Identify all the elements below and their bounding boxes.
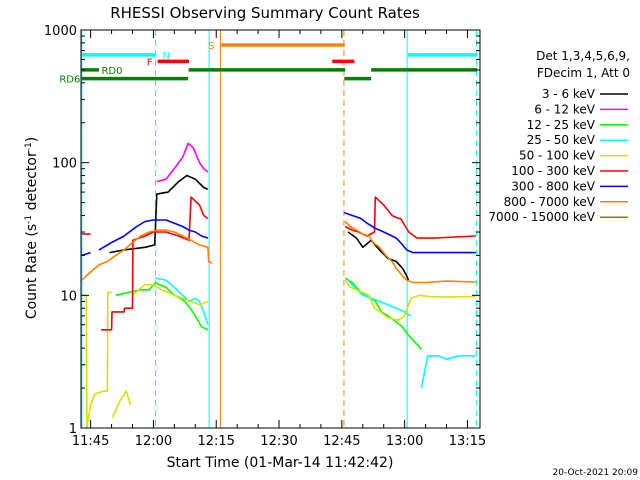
y-label-part-2: detector [24, 151, 40, 215]
series-50-100-kev [131, 283, 209, 306]
axes: 1 10 100 1000 11:45 12:00 12:15 12:30 12:45 13:00… [44, 24, 486, 449]
plot-frame [80, 29, 481, 429]
legend-label-50-100-kev: 50 - 100 keV [519, 149, 596, 163]
series-300-800-kev [344, 211, 476, 254]
series-25-50-kev [155, 277, 209, 326]
y-axis-label: Count Rate (s-1 detector-1) [24, 137, 40, 319]
x-tick-label: 12:15 [197, 434, 234, 449]
x-tick-label: 12:45 [323, 434, 360, 449]
y-tick-label: 10 [60, 289, 77, 304]
series-3-6-kev [109, 174, 209, 254]
legend-label-6-12-kev: 6 - 12 keV [534, 102, 596, 116]
x-tick-label: 12:30 [260, 434, 297, 449]
y-tick-label: 1 [69, 422, 77, 437]
series-50-100-kev [81, 291, 112, 429]
orbit-flags: NF S RD0 RD6 [59, 41, 478, 86]
series-25-50-kev [420, 354, 476, 389]
legend-label-300-800-kev: 300 - 800 keV [511, 179, 595, 193]
series-6-12-kev [156, 142, 209, 183]
time-markers [81, 30, 478, 428]
legend-header-1: Det 1,3,4,5,6,9, [536, 49, 630, 63]
y-tick-label: 100 [52, 157, 77, 172]
y-label-sup-1: -1 [24, 215, 34, 224]
flag-label-rd6: RD6 [59, 75, 80, 86]
x-tick-label: 11:45 [72, 434, 109, 449]
legend-label-7000-15000-kev: 7000 - 15000 keV [488, 210, 595, 224]
series-800-7000-kev [81, 229, 213, 281]
x-tick-label: 12:00 [135, 434, 172, 449]
series-800-7000-kev [344, 220, 476, 284]
flag-label-n: N [163, 51, 170, 62]
x-tick-label: 13:00 [386, 434, 423, 449]
timestamp: 20-Oct-2021 20:09 [553, 468, 639, 478]
y-label-sup-2: -1 [24, 142, 34, 151]
legend-label-25-50-kev: 25 - 50 keV [527, 133, 596, 147]
y-tick-label: 1000 [44, 24, 77, 39]
legend: Det 1,3,4,5,6,9, FDecim 1, Att 0 3 - 6 k… [488, 49, 630, 224]
flag-label-rd0: RD0 [101, 66, 122, 77]
y-label-part-3: ) [24, 137, 40, 142]
y-label-part-1: Count Rate (s [24, 224, 40, 319]
chart-title: RHESSI Observing Summary Count Rates [110, 4, 420, 22]
x-axis-label: Start Time (01-Mar-14 11:42:42) [167, 455, 394, 471]
legend-label-12-25-kev: 12 - 25 keV [527, 118, 596, 132]
legend-label-800-7000-kev: 800 - 7000 keV [504, 195, 596, 209]
series-300-800-kev [98, 219, 209, 251]
legend-label-3-6-kev: 3 - 6 keV [542, 87, 596, 101]
series-50-100-kev [111, 390, 132, 418]
series-100-300-kev [344, 196, 476, 239]
legend-label-100-300-kev: 100 - 300 keV [511, 164, 595, 178]
legend-header-2: FDecim 1, Att 0 [537, 66, 630, 80]
series-12-25-kev [115, 281, 209, 331]
series-3-6-kev [347, 231, 410, 281]
series-50-100-kev [344, 279, 476, 322]
series-lines [81, 142, 476, 429]
x-tick-label: 13:15 [449, 434, 486, 449]
flag-label-s: S [208, 41, 214, 52]
series-100-300-kev [101, 196, 209, 331]
flag-label-f: F [147, 57, 153, 68]
